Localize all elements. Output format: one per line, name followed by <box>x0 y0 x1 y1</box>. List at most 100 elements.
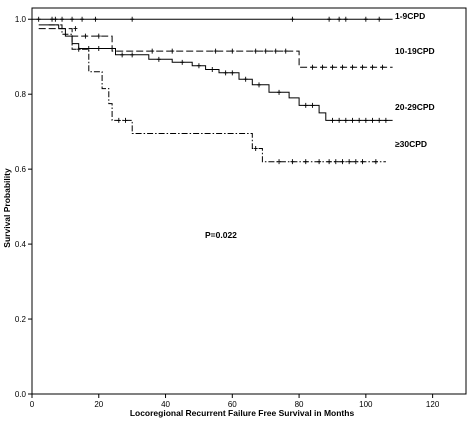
censor-mark <box>130 16 135 22</box>
censor-mark <box>310 64 315 70</box>
series-2 <box>38 24 393 123</box>
censor-mark <box>363 16 368 22</box>
series-3 <box>48 24 386 165</box>
censor-mark <box>370 64 375 70</box>
censor-mark <box>180 59 185 65</box>
censor-mark <box>347 159 352 165</box>
x-tick-label: 80 <box>295 400 304 409</box>
x-tick-label: 100 <box>359 400 373 409</box>
censor-mark <box>373 159 378 165</box>
series-label-20-29cpd: 20-29CPD <box>395 102 435 112</box>
y-axis-title: Survival Probability <box>2 168 12 248</box>
censor-mark <box>210 66 215 72</box>
censor-mark <box>273 48 278 54</box>
censor-mark <box>150 48 155 54</box>
x-tick-label: 20 <box>94 400 103 409</box>
censor-mark <box>223 70 228 76</box>
censor-mark <box>380 64 385 70</box>
survival-curve <box>48 24 386 163</box>
censor-mark <box>310 102 315 108</box>
x-tick-label: 120 <box>426 400 440 409</box>
censor-mark <box>370 117 375 123</box>
censor-mark <box>123 117 128 123</box>
censor-mark <box>327 16 332 22</box>
censor-mark <box>213 48 218 54</box>
y-tick-label: 0.8 <box>15 90 27 99</box>
series-0 <box>32 16 393 22</box>
censor-mark <box>377 117 382 123</box>
censor-mark <box>96 45 101 51</box>
x-tick-label: 0 <box>30 400 35 409</box>
censor-mark <box>340 64 345 70</box>
censor-mark <box>70 16 75 22</box>
censor-mark <box>383 117 388 123</box>
censor-mark <box>360 159 365 165</box>
censor-mark <box>343 16 348 22</box>
censor-mark <box>337 16 342 22</box>
censor-mark <box>277 159 282 165</box>
censor-mark <box>156 56 161 62</box>
censor-mark <box>283 48 288 54</box>
y-tick-label: 0.0 <box>15 390 27 399</box>
censor-mark <box>333 159 338 165</box>
censor-mark <box>86 45 91 51</box>
survival-curve <box>38 24 393 121</box>
censor-mark <box>337 117 342 123</box>
censor-mark <box>330 117 335 123</box>
censor-mark <box>363 117 368 123</box>
p-value-annotation: P=0.022 <box>205 230 237 240</box>
censor-mark <box>350 64 355 70</box>
censor-mark <box>343 117 348 123</box>
censor-mark <box>263 48 268 54</box>
censor-mark <box>327 159 332 165</box>
censor-mark <box>120 52 125 58</box>
censor-mark <box>60 16 65 22</box>
censor-mark <box>230 70 235 76</box>
censor-mark <box>83 33 88 39</box>
censor-mark <box>290 16 295 22</box>
x-tick-label: 60 <box>228 400 237 409</box>
x-axis-title: Locoregional Recurrent Failure Free Surv… <box>130 408 355 418</box>
censor-mark <box>73 26 78 32</box>
x-tick-label: 40 <box>161 400 170 409</box>
censor-mark <box>253 48 258 54</box>
survival-curve <box>38 28 393 68</box>
censor-mark <box>277 89 282 95</box>
censor-mark <box>340 159 345 165</box>
y-tick-label: 1.0 <box>15 15 27 24</box>
censor-mark <box>290 159 295 165</box>
censor-mark <box>330 64 335 70</box>
plot-frame <box>31 7 467 395</box>
censor-mark <box>130 52 135 58</box>
y-tick-label: 0.4 <box>15 240 27 249</box>
censor-mark <box>360 64 365 70</box>
y-tick-label: 0.2 <box>15 315 27 324</box>
censor-mark <box>353 159 358 165</box>
censor-mark <box>303 102 308 108</box>
series-1 <box>38 26 393 70</box>
censor-mark <box>76 46 81 52</box>
censor-mark <box>377 16 382 22</box>
ticks: 0 20 40 60 80 100 120 0.0 0.2 0.4 0.6 0.8 1.0 <box>15 15 440 409</box>
censor-mark <box>350 117 355 123</box>
censor-mark <box>253 146 258 152</box>
series-label-1-9cpd: 1-9CPD <box>395 11 425 21</box>
censor-mark <box>80 16 85 22</box>
series-label-10-19cpd: 10-19CPD <box>395 46 435 56</box>
censor-mark <box>96 33 101 39</box>
censor-mark <box>303 159 308 165</box>
censor-mark <box>116 117 121 123</box>
censor-mark <box>93 16 98 22</box>
y-tick-label: 0.6 <box>15 165 27 174</box>
censor-mark <box>196 63 201 69</box>
censor-mark <box>320 64 325 70</box>
censor-mark <box>230 48 235 54</box>
censor-mark <box>257 82 262 88</box>
censor-mark <box>357 117 362 123</box>
censor-mark <box>36 16 41 22</box>
censor-mark <box>53 16 58 22</box>
series-group <box>32 16 393 165</box>
censor-mark <box>317 159 322 165</box>
censor-mark <box>170 48 175 54</box>
